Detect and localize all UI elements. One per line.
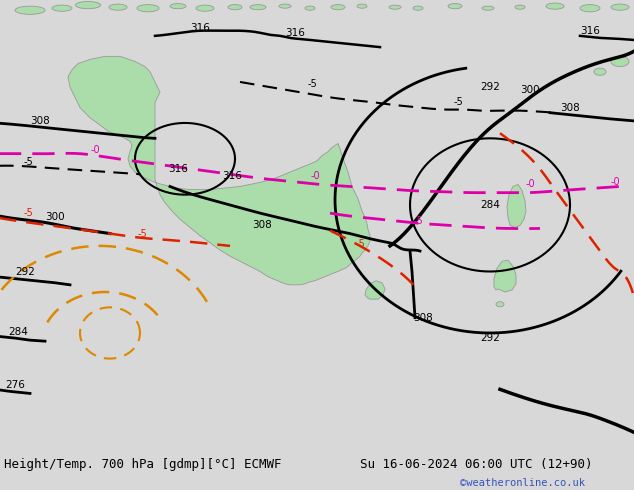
Polygon shape — [365, 281, 385, 299]
Text: 300: 300 — [45, 212, 65, 222]
Text: 308: 308 — [413, 313, 433, 322]
Text: -0: -0 — [525, 179, 535, 190]
Text: 292: 292 — [15, 267, 35, 276]
Ellipse shape — [546, 3, 564, 9]
Ellipse shape — [109, 4, 127, 10]
Ellipse shape — [279, 4, 291, 8]
Ellipse shape — [137, 4, 159, 12]
Text: -5: -5 — [355, 239, 365, 249]
Text: 308: 308 — [560, 102, 580, 113]
Text: -5: -5 — [453, 98, 463, 107]
Text: Height/Temp. 700 hPa [gdmp][°C] ECMWF: Height/Temp. 700 hPa [gdmp][°C] ECMWF — [4, 458, 281, 471]
Ellipse shape — [580, 4, 600, 12]
Text: Su 16-06-2024 06:00 UTC (12+90): Su 16-06-2024 06:00 UTC (12+90) — [360, 458, 593, 471]
Text: 300: 300 — [520, 85, 540, 95]
Text: -0: -0 — [610, 177, 620, 187]
Text: -5: -5 — [413, 216, 423, 226]
Ellipse shape — [305, 6, 315, 10]
Ellipse shape — [52, 5, 72, 11]
Ellipse shape — [482, 6, 494, 10]
Text: 292: 292 — [480, 82, 500, 92]
Polygon shape — [494, 260, 516, 292]
Ellipse shape — [515, 5, 525, 9]
Ellipse shape — [448, 3, 462, 9]
Text: -5: -5 — [137, 229, 147, 239]
Ellipse shape — [331, 4, 345, 10]
Text: 276: 276 — [5, 380, 25, 390]
Text: 316: 316 — [190, 23, 210, 33]
Text: 284: 284 — [8, 327, 28, 337]
Text: -5: -5 — [23, 157, 33, 167]
Ellipse shape — [389, 5, 401, 9]
Text: 292: 292 — [480, 333, 500, 343]
Ellipse shape — [75, 1, 101, 9]
Text: -0: -0 — [90, 145, 100, 154]
Text: 308: 308 — [252, 220, 272, 230]
Text: 316: 316 — [222, 171, 242, 181]
Ellipse shape — [250, 4, 266, 10]
Text: 316: 316 — [285, 28, 305, 38]
Text: -5: -5 — [307, 79, 317, 89]
Text: ©weatheronline.co.uk: ©weatheronline.co.uk — [460, 478, 585, 488]
Ellipse shape — [228, 4, 242, 10]
Text: 308: 308 — [30, 116, 50, 126]
Text: 316: 316 — [580, 26, 600, 36]
Text: 316: 316 — [168, 164, 188, 174]
Ellipse shape — [594, 68, 606, 75]
Ellipse shape — [496, 302, 504, 307]
Ellipse shape — [170, 3, 186, 9]
Text: 284: 284 — [480, 200, 500, 210]
Polygon shape — [507, 184, 526, 227]
Ellipse shape — [15, 6, 45, 14]
Ellipse shape — [413, 6, 423, 10]
Ellipse shape — [611, 4, 629, 10]
Ellipse shape — [196, 5, 214, 11]
Text: -0: -0 — [310, 171, 320, 181]
Ellipse shape — [611, 56, 629, 67]
Text: -5: -5 — [23, 208, 33, 218]
Polygon shape — [68, 56, 370, 285]
Ellipse shape — [357, 4, 367, 8]
